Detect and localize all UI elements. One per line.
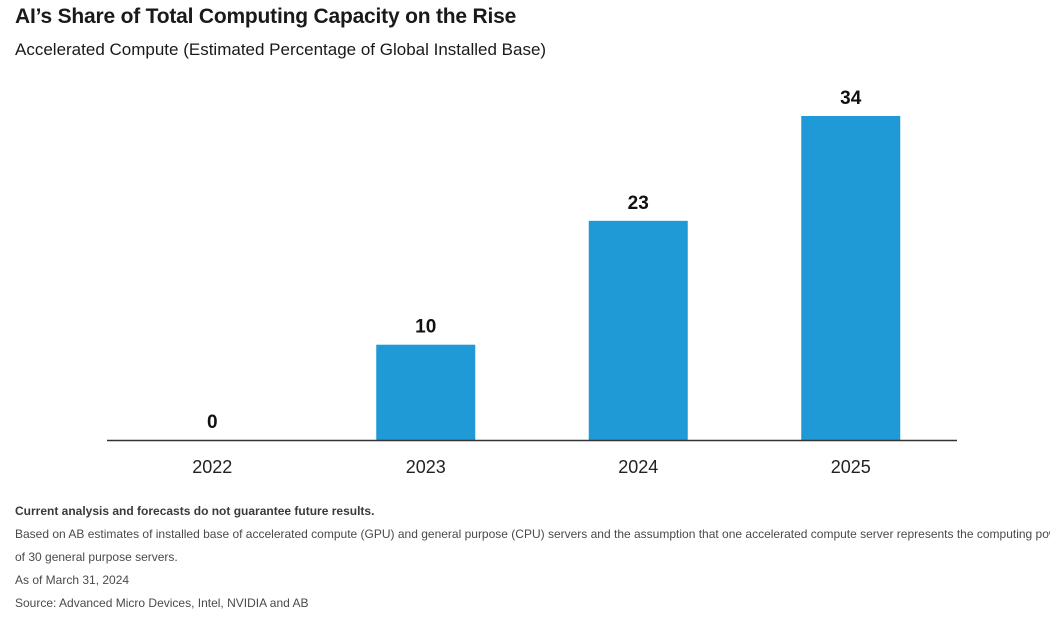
x-tick-label-2022: 2022 bbox=[192, 457, 232, 477]
data-label-2024: 23 bbox=[628, 193, 649, 214]
data-label-2025: 34 bbox=[840, 88, 862, 109]
footer-note-line-1: Based on AB estimates of installed base … bbox=[15, 527, 1050, 541]
footer-date: As of March 31, 2024 bbox=[15, 573, 130, 587]
bar-2025 bbox=[801, 116, 901, 440]
x-tick-label-2025: 2025 bbox=[831, 457, 871, 477]
footer-source: Source: Advanced Micro Devices, Intel, N… bbox=[15, 596, 309, 610]
bar-2023 bbox=[376, 344, 476, 440]
x-tick-labels-layer: 2022 2023 2024 2025 bbox=[192, 457, 871, 477]
bar-2024 bbox=[588, 220, 688, 440]
footer-note-line-2: of 30 general purpose servers. bbox=[15, 550, 178, 564]
x-tick-label-2024: 2024 bbox=[618, 457, 658, 477]
bars-layer bbox=[376, 116, 901, 440]
chart-footer: Current analysis and forecasts do not gu… bbox=[15, 500, 1050, 615]
data-label-2022: 0 bbox=[207, 412, 218, 433]
chart-subtitle: Accelerated Compute (Estimated Percentag… bbox=[15, 40, 547, 59]
footer-disclaimer: Current analysis and forecasts do not gu… bbox=[15, 504, 375, 518]
bar-chart: 0 10 23 34 2022 2023 2024 2025 bbox=[107, 88, 957, 477]
chart-title: AI’s Share of Total Computing Capacity o… bbox=[15, 5, 517, 28]
x-tick-label-2023: 2023 bbox=[406, 457, 446, 477]
data-label-2023: 10 bbox=[415, 317, 436, 338]
data-labels-layer: 0 10 23 34 bbox=[207, 88, 862, 433]
